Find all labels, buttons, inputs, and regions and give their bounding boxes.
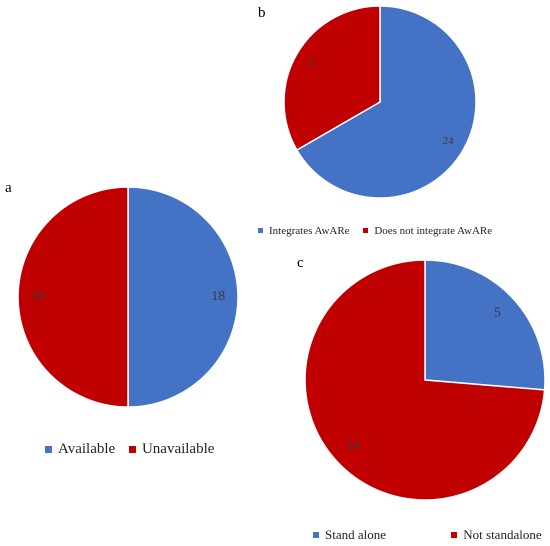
legend-item-not-standalone: Not standalone — [451, 527, 542, 543]
legend-label-available: Available — [58, 441, 116, 457]
legend-label-does-not-integrate: Does not integrate AwARe — [374, 224, 493, 237]
pie-a-value-label-available: 18 — [211, 289, 225, 304]
pie-a-slice-available — [127, 186, 239, 408]
pie-a-value-label-unavailable: 18 — [31, 289, 45, 304]
legend-item-unavailable: Unavailable — [128, 441, 215, 458]
legend-swatch-not-standalone — [451, 532, 458, 538]
legend-swatch-integrates-aware — [258, 228, 263, 233]
pie-c-svg: 5 14 — [304, 259, 546, 501]
pie-c-slice-not-standalone — [304, 259, 546, 501]
legend-swatch-stand-alone — [313, 532, 319, 538]
legend-a: Available Unavailable — [45, 441, 214, 458]
pie-b-slice-does-not-integrate — [283, 5, 381, 152]
legend-item-available: Available — [45, 441, 115, 458]
legend-b: Integrates AwARe Does not integrate AwAR… — [258, 224, 492, 237]
legend-label-not-standalone: Not standalone — [463, 527, 542, 542]
pie-chart-a: a 18 18 Available Unavailable — [0, 175, 260, 475]
legend-swatch-does-not-integrate — [363, 228, 369, 233]
legend-swatch-available — [45, 446, 52, 453]
legend-item-stand-alone: Stand alone — [313, 527, 386, 543]
legend-label-stand-alone: Stand alone — [325, 527, 387, 542]
panel-letter-c: c — [297, 255, 304, 271]
legend-item-integrates-aware: Integrates AwARe — [258, 225, 350, 237]
pie-b-svg: 24 12 — [283, 5, 477, 199]
legend-label-unavailable: Unavailable — [141, 441, 215, 457]
pie-c-slice-stand-alone — [424, 259, 546, 391]
pie-b-value-label-does-not-integrate: 12 — [306, 56, 317, 68]
panel-letter-a: a — [5, 180, 12, 196]
pie-chart-b: b 24 12 Integrates AwARe Does not integra… — [255, 0, 550, 245]
legend-label-integrates-aware: Integrates AwARe — [269, 224, 350, 237]
pie-chart-c: c 5 14 Stand alone Not standalone — [295, 252, 550, 546]
pie-c-value-label-not-standalone: 14 — [346, 439, 360, 454]
panel-letter-b: b — [258, 5, 266, 21]
pie-b-value-label-integrates-aware: 24 — [443, 135, 455, 147]
pie-b-slice-integrates-aware — [295, 5, 477, 199]
legend-swatch-unavailable — [128, 446, 136, 453]
pie-a-slice-unavailable — [17, 186, 129, 408]
pie-c-value-label-stand-alone: 5 — [494, 306, 501, 321]
legend-c: Stand alone Not standalone — [313, 526, 542, 543]
legend-item-does-not-integrate: Does not integrate AwARe — [363, 225, 492, 237]
